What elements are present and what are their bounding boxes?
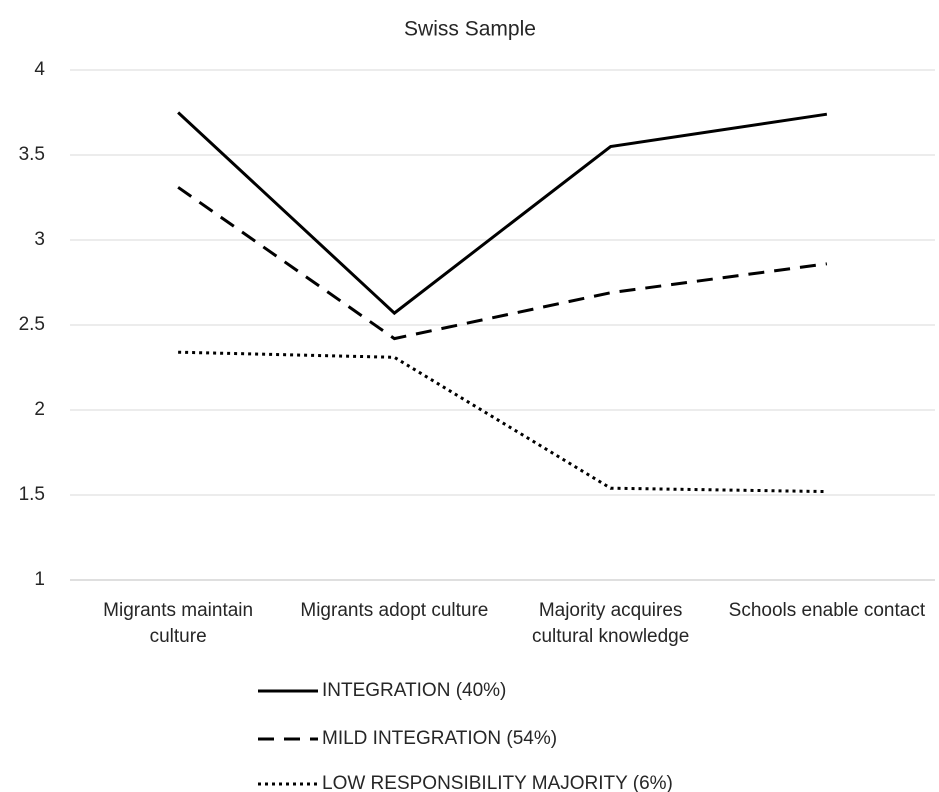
series-line <box>178 350 827 494</box>
y-tick-label: 4 <box>34 59 45 80</box>
series-line <box>177 111 828 316</box>
x-tick-label: Schools enable contact <box>728 600 926 621</box>
legend-label: INTEGRATION (40%) <box>322 680 506 701</box>
x-tick-label: Migrants adopt culture <box>300 600 489 621</box>
y-tick-label: 2 <box>34 399 45 420</box>
y-tick-label: 1.5 <box>19 484 45 505</box>
y-tick-label: 3 <box>34 229 45 250</box>
y-tick-label: 3.5 <box>19 144 45 165</box>
x-tick-label: Majority acquires cultural knowledge <box>531 600 690 647</box>
y-tick-label: 1 <box>34 569 45 590</box>
y-tick-label: 2.5 <box>19 314 45 335</box>
x-tick-label: Migrants maintain culture <box>103 600 254 647</box>
legend-label: LOW RESPONSIBILITY MAJORITY (6%) <box>322 773 673 792</box>
series-line <box>177 186 828 341</box>
chart-title: Swiss Sample <box>404 18 536 41</box>
legend-label: MILD INTEGRATION (54%) <box>322 728 557 749</box>
